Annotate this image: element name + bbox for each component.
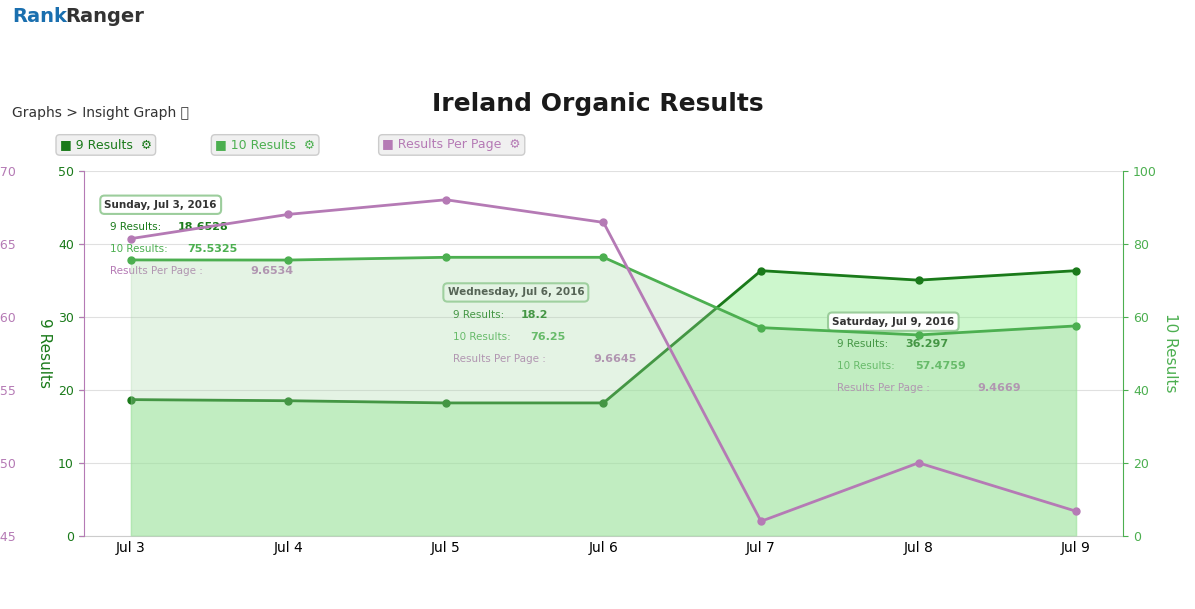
Text: 9.6645: 9.6645 — [593, 354, 637, 364]
Y-axis label: 9 Results: 9 Results — [37, 319, 53, 388]
Text: 57.4759: 57.4759 — [915, 361, 966, 371]
Text: 9 Results:: 9 Results: — [838, 339, 891, 349]
Text: 10 Results:: 10 Results: — [110, 244, 171, 254]
Text: ■ 9 Results  ⚙: ■ 9 Results ⚙ — [60, 138, 152, 152]
Text: Rank: Rank — [12, 7, 67, 26]
Text: Ireland Organic Results: Ireland Organic Results — [431, 91, 764, 116]
Text: Wednesday, Jul 6, 2016: Wednesday, Jul 6, 2016 — [447, 287, 584, 297]
Text: 10 Results:: 10 Results: — [838, 361, 899, 371]
Text: 18.2: 18.2 — [520, 309, 547, 320]
Text: 9 Results:: 9 Results: — [110, 222, 164, 232]
Text: 9.6534: 9.6534 — [250, 266, 293, 276]
Text: Saturday, Jul 9, 2016: Saturday, Jul 9, 2016 — [832, 317, 955, 326]
Text: 9 Results:: 9 Results: — [453, 309, 507, 320]
Text: 75.5325: 75.5325 — [188, 244, 238, 254]
Text: ■ 10 Results  ⚙: ■ 10 Results ⚙ — [215, 138, 315, 152]
Y-axis label: 10 Results: 10 Results — [1163, 314, 1178, 393]
Text: Results Per Page :: Results Per Page : — [110, 266, 206, 276]
Text: Ranger: Ranger — [66, 7, 145, 26]
Text: 18.6528: 18.6528 — [177, 222, 228, 232]
Text: ■ Results Per Page  ⚙: ■ Results Per Page ⚙ — [382, 138, 521, 152]
Text: 10 Results:: 10 Results: — [453, 332, 514, 342]
Text: Graphs > Insight Graph ⓘ: Graphs > Insight Graph ⓘ — [12, 106, 189, 119]
Text: Results Per Page :: Results Per Page : — [453, 354, 549, 364]
Text: 76.25: 76.25 — [531, 332, 566, 342]
Text: 9.4669: 9.4669 — [978, 383, 1022, 393]
Text: Sunday, Jul 3, 2016: Sunday, Jul 3, 2016 — [104, 200, 217, 209]
Text: Results Per Page :: Results Per Page : — [838, 383, 933, 393]
Text: 36.297: 36.297 — [905, 339, 948, 349]
